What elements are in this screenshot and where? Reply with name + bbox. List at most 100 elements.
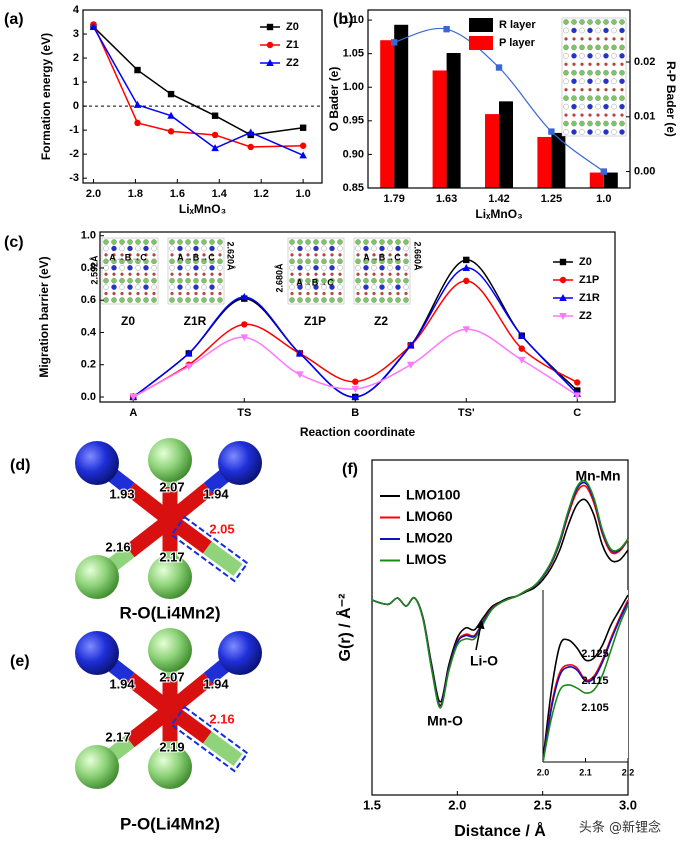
atom	[355, 284, 361, 290]
atom	[148, 555, 192, 599]
point	[391, 39, 398, 46]
atom	[152, 253, 156, 257]
atom	[396, 272, 400, 276]
atom	[329, 284, 335, 290]
atom	[201, 239, 207, 245]
legend-label: LMO20	[406, 530, 453, 546]
bar	[380, 40, 395, 189]
atom	[297, 245, 303, 252]
atom	[178, 253, 182, 257]
annotation: Mn-O	[427, 713, 463, 729]
atom	[603, 44, 609, 51]
atom	[580, 113, 584, 117]
inset-label: Z1R	[184, 314, 207, 328]
panel-label: (e)	[10, 653, 30, 670]
atom	[603, 27, 609, 34]
atom	[372, 291, 376, 296]
atom	[595, 19, 601, 25]
panel-label: (f)	[342, 461, 358, 478]
inset-label: Z1P	[304, 314, 326, 328]
atom	[135, 277, 141, 284]
atom	[388, 253, 392, 257]
legend-label: Z1P	[579, 274, 599, 286]
atom	[329, 265, 335, 271]
atom	[587, 129, 593, 135]
atom	[571, 53, 577, 59]
panel-label: (c)	[4, 234, 24, 251]
atom	[355, 239, 361, 245]
bond	[202, 541, 243, 577]
atom	[611, 53, 617, 59]
y-tick-label: 4	[73, 4, 80, 16]
atom	[364, 253, 368, 257]
atom	[169, 258, 175, 265]
atom	[185, 239, 191, 245]
atom	[329, 239, 335, 245]
atom	[305, 265, 311, 271]
inset-path: A→B→C	[109, 252, 147, 262]
atom	[611, 129, 617, 135]
x-tick-label: 1.6	[170, 188, 185, 200]
bar	[589, 172, 604, 188]
x-tick-label: 1.25	[541, 193, 562, 205]
atom	[161, 701, 179, 719]
y-axis-title: G(r) / Å⁻²	[335, 594, 354, 662]
legend-marker	[559, 313, 567, 320]
line	[542, 601, 629, 763]
atom	[210, 253, 214, 257]
atom	[379, 265, 385, 271]
atom	[387, 258, 393, 265]
atom	[395, 258, 401, 265]
bond-length: 1.94	[203, 676, 229, 691]
x-tick-label: 2.0	[448, 797, 466, 812]
atom	[371, 297, 377, 303]
atom	[588, 88, 592, 92]
atom	[603, 19, 609, 25]
atom	[298, 253, 302, 257]
atom	[372, 253, 376, 257]
atom	[603, 70, 609, 76]
point	[134, 119, 141, 127]
x-tick-label: 1.42	[488, 193, 509, 205]
atom	[337, 239, 343, 245]
atom	[379, 297, 385, 303]
atom	[404, 291, 408, 296]
y-tick-label: 3	[73, 28, 79, 40]
x-tick-label: 1.8	[128, 188, 143, 200]
atom	[355, 277, 361, 284]
atom	[217, 297, 223, 303]
legend-marker	[266, 41, 274, 49]
point	[299, 151, 307, 159]
y-axis-title: O Bader (e)	[327, 67, 341, 132]
inset-distance: 2.680Å	[274, 263, 284, 293]
atom	[177, 245, 183, 252]
atom	[330, 272, 334, 276]
point	[406, 361, 415, 369]
y-tick-label: 1.00	[343, 81, 364, 93]
atom	[305, 277, 311, 284]
atom	[395, 284, 401, 290]
atom	[620, 88, 624, 92]
atom	[193, 265, 199, 271]
atom	[563, 70, 569, 76]
atom	[337, 245, 343, 252]
atom	[111, 239, 117, 245]
point	[517, 331, 526, 339]
atom	[364, 272, 368, 276]
atom	[363, 239, 369, 245]
x-axis-title: Distance / Å	[454, 821, 546, 840]
atom	[396, 253, 400, 257]
x-tick-label: 2.5	[534, 797, 552, 812]
atom	[611, 70, 617, 76]
atom	[387, 265, 393, 271]
atom	[603, 103, 609, 110]
atom	[395, 239, 401, 245]
atom	[201, 297, 207, 303]
atom	[595, 95, 601, 101]
atom	[619, 78, 625, 84]
atom	[185, 277, 191, 284]
atom	[571, 78, 577, 84]
atom	[127, 277, 133, 284]
legend-label: Z0	[286, 21, 299, 33]
atom	[119, 239, 125, 245]
